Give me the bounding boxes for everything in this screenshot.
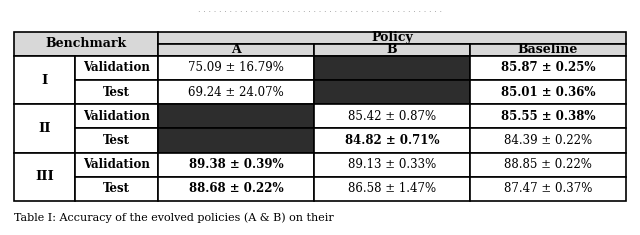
Text: 88.85 ± 0.22%: 88.85 ± 0.22%	[504, 158, 592, 171]
FancyBboxPatch shape	[314, 44, 470, 56]
Text: Baseline: Baseline	[518, 43, 578, 56]
FancyBboxPatch shape	[76, 153, 158, 177]
FancyBboxPatch shape	[76, 129, 158, 153]
Text: 85.87 ± 0.25%: 85.87 ± 0.25%	[500, 61, 595, 74]
FancyBboxPatch shape	[314, 80, 470, 104]
FancyBboxPatch shape	[76, 104, 158, 129]
FancyBboxPatch shape	[470, 177, 626, 201]
FancyBboxPatch shape	[470, 56, 626, 80]
FancyBboxPatch shape	[158, 177, 314, 201]
Text: · · · · · · · · · · · · · · · · · · · · · · · · · · · · · · · · · · · · · · · · : · · · · · · · · · · · · · · · · · · · · …	[198, 8, 442, 17]
FancyBboxPatch shape	[470, 80, 626, 104]
Text: I: I	[42, 74, 48, 86]
FancyBboxPatch shape	[470, 104, 626, 129]
Text: 89.38 ± 0.39%: 89.38 ± 0.39%	[189, 158, 283, 171]
FancyBboxPatch shape	[314, 56, 470, 80]
Text: Test: Test	[103, 86, 130, 99]
FancyBboxPatch shape	[158, 153, 314, 177]
Text: Validation: Validation	[83, 110, 150, 123]
Text: Validation: Validation	[83, 158, 150, 171]
Text: II: II	[38, 122, 51, 135]
Text: 84.82 ± 0.71%: 84.82 ± 0.71%	[344, 134, 439, 147]
Text: A: A	[231, 43, 241, 56]
FancyBboxPatch shape	[314, 153, 470, 177]
FancyBboxPatch shape	[470, 44, 626, 56]
FancyBboxPatch shape	[158, 31, 626, 44]
FancyBboxPatch shape	[314, 104, 470, 129]
FancyBboxPatch shape	[470, 153, 626, 177]
FancyBboxPatch shape	[314, 129, 470, 153]
Text: Benchmark: Benchmark	[45, 37, 127, 50]
Text: 69.24 ± 24.07%: 69.24 ± 24.07%	[188, 86, 284, 99]
FancyBboxPatch shape	[14, 153, 76, 201]
Text: Policy: Policy	[371, 31, 413, 44]
Text: 85.42 ± 0.87%: 85.42 ± 0.87%	[348, 110, 436, 123]
FancyBboxPatch shape	[158, 44, 314, 56]
FancyBboxPatch shape	[314, 177, 470, 201]
Text: III: III	[35, 170, 54, 183]
Text: 85.55 ± 0.38%: 85.55 ± 0.38%	[500, 110, 595, 123]
Text: Validation: Validation	[83, 61, 150, 74]
FancyBboxPatch shape	[76, 177, 158, 201]
FancyBboxPatch shape	[14, 104, 76, 153]
FancyBboxPatch shape	[470, 129, 626, 153]
Text: B: B	[387, 43, 397, 56]
Text: 89.13 ± 0.33%: 89.13 ± 0.33%	[348, 158, 436, 171]
Text: 75.09 ± 16.79%: 75.09 ± 16.79%	[188, 61, 284, 74]
Text: Test: Test	[103, 134, 130, 147]
FancyBboxPatch shape	[158, 80, 314, 104]
Text: 88.68 ± 0.22%: 88.68 ± 0.22%	[189, 183, 283, 196]
Text: 86.58 ± 1.47%: 86.58 ± 1.47%	[348, 183, 436, 196]
FancyBboxPatch shape	[76, 56, 158, 80]
Text: Test: Test	[103, 183, 130, 196]
Text: 84.39 ± 0.22%: 84.39 ± 0.22%	[504, 134, 592, 147]
Text: 85.01 ± 0.36%: 85.01 ± 0.36%	[500, 86, 595, 99]
FancyBboxPatch shape	[158, 56, 314, 80]
Text: Table I: Accuracy of the evolved policies (A & B) on their: Table I: Accuracy of the evolved policie…	[14, 213, 334, 223]
FancyBboxPatch shape	[14, 31, 158, 56]
FancyBboxPatch shape	[76, 80, 158, 104]
FancyBboxPatch shape	[158, 104, 314, 129]
FancyBboxPatch shape	[14, 56, 76, 104]
Text: 87.47 ± 0.37%: 87.47 ± 0.37%	[504, 183, 592, 196]
FancyBboxPatch shape	[158, 129, 314, 153]
